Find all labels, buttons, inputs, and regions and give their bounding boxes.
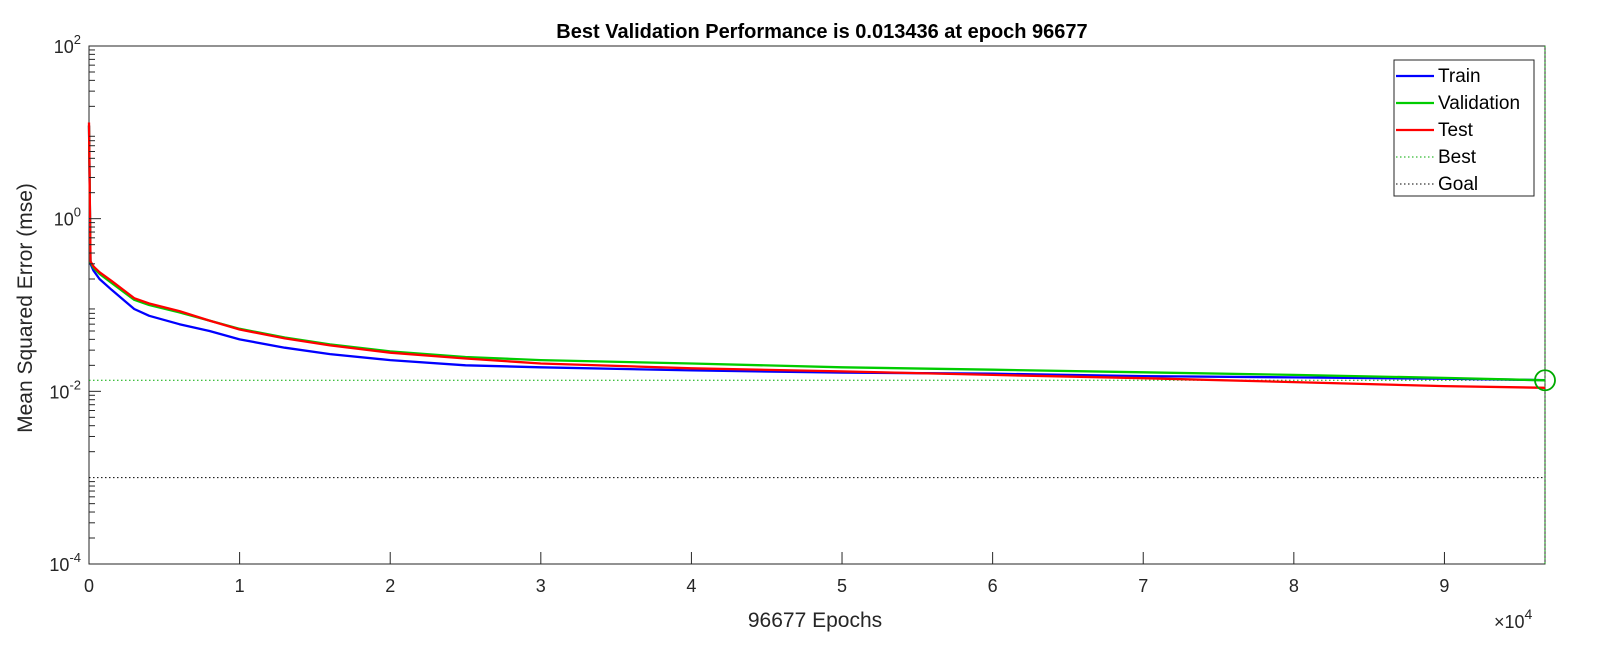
legend-label-train: Train xyxy=(1438,66,1481,87)
legend-label-validation: Validation xyxy=(1438,93,1520,114)
plot-area xyxy=(87,45,1556,565)
x-tick-label-5: 5 xyxy=(837,576,847,596)
x-axis-multiplier: ×104 xyxy=(1494,606,1533,632)
x-tick-label-8: 8 xyxy=(1289,576,1299,596)
x-tick-label-7: 7 xyxy=(1138,576,1148,596)
legend: Train Validation Test Best Goal xyxy=(1393,59,1535,197)
x-tick-label-3: 3 xyxy=(536,576,546,596)
axes-frame xyxy=(88,45,1546,565)
y-tick-label-0: 10-4 xyxy=(49,550,81,575)
x-tick-label-0: 0 xyxy=(84,576,94,596)
y-tick-label-3: 102 xyxy=(54,32,81,57)
y-tick-base-0: 10 xyxy=(49,555,69,575)
y-tick-exp-2: 0 xyxy=(74,205,81,220)
legend-label-best: Best xyxy=(1438,147,1477,168)
x-tick-label-2: 2 xyxy=(385,576,395,596)
series-lines xyxy=(87,122,1546,389)
best-marker-group xyxy=(1534,369,1556,392)
x-tick-label-4: 4 xyxy=(686,576,696,596)
series-line-train xyxy=(87,125,1546,382)
y-tick-label-1: 10-2 xyxy=(49,377,81,402)
x-axis: 0 1 2 3 4 5 6 7 8 9 xyxy=(84,552,1449,596)
y-tick-base-2: 10 xyxy=(54,210,74,230)
y-tick-exp-1: -2 xyxy=(69,377,81,392)
x-multiplier-exp: 4 xyxy=(1525,606,1533,622)
y-tick-exp-0: -4 xyxy=(69,550,81,565)
y-tick-base-1: 10 xyxy=(49,382,69,402)
y-tick-base-3: 10 xyxy=(54,37,74,57)
y-axis-label: Mean Squared Error (mse) xyxy=(14,183,37,433)
y-tick-exp-3: 2 xyxy=(74,32,81,47)
x-tick-label-1: 1 xyxy=(235,576,245,596)
y-tick-label-2: 100 xyxy=(54,205,81,230)
legend-label-goal: Goal xyxy=(1438,174,1478,195)
x-tick-label-9: 9 xyxy=(1439,576,1449,596)
best-marker xyxy=(1534,369,1556,392)
legend-label-test: Test xyxy=(1438,120,1474,141)
series-line-test xyxy=(87,122,1546,389)
x-tick-label-6: 6 xyxy=(988,576,998,596)
chart-title: Best Validation Performance is 0.013436 … xyxy=(556,21,1087,43)
x-multiplier-base: ×10 xyxy=(1494,612,1525,632)
legend-box xyxy=(1393,59,1535,197)
x-axis-label: 96677 Epochs xyxy=(748,609,882,632)
reference-lines xyxy=(89,46,1546,564)
